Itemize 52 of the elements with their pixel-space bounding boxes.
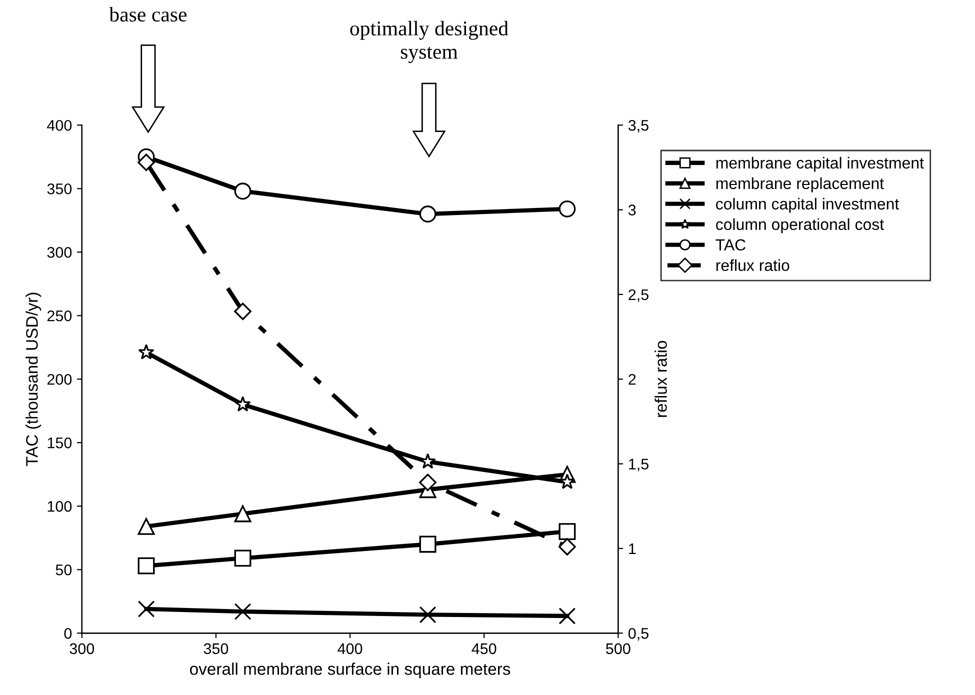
point xyxy=(234,396,251,412)
legend-label: membrane replacement xyxy=(716,177,884,192)
point xyxy=(138,344,154,360)
legend-label: membrane capital investment xyxy=(716,156,924,172)
y-tick-label: 0 xyxy=(64,628,72,639)
point xyxy=(558,608,576,624)
y-tick-label: 50 xyxy=(56,564,72,576)
y-tick-label: 150 xyxy=(48,437,72,448)
point xyxy=(138,518,155,535)
y-tick-label: 250 xyxy=(47,310,72,322)
y-tick-label: 300 xyxy=(47,246,72,258)
legend-label: TAC xyxy=(716,239,746,251)
y-tick-label: 100 xyxy=(48,501,72,512)
point xyxy=(234,302,252,320)
point xyxy=(419,536,436,553)
x-tick-label: 450 xyxy=(472,643,496,654)
legend-label: reflux ratio xyxy=(716,259,790,272)
y2-tick-label: 2,5 xyxy=(628,289,648,302)
x-tick-label: 300 xyxy=(70,643,94,654)
point xyxy=(558,538,576,556)
y2-tick-label: 3 xyxy=(628,204,636,216)
y-tick-label: 400 xyxy=(47,120,72,131)
point xyxy=(138,600,155,618)
point xyxy=(558,523,576,540)
x-tick-label: 350 xyxy=(204,643,228,654)
y2-tick-label: 3,5 xyxy=(628,120,648,133)
point xyxy=(419,474,436,492)
x-axis-title: overall membrane surface in square meters xyxy=(190,662,510,678)
y2-tick-label: 0,5 xyxy=(628,628,648,641)
point xyxy=(419,606,436,624)
point xyxy=(558,200,576,218)
point xyxy=(138,557,155,574)
point xyxy=(419,206,436,222)
legend-label: column operational cost xyxy=(716,218,884,234)
point xyxy=(234,505,252,522)
x-tick-label: 500 xyxy=(606,643,630,654)
text: base case xyxy=(109,6,187,22)
y2-tick-label: 1,5 xyxy=(629,458,648,472)
text: optimally designed system xyxy=(350,20,508,64)
y-tick-label: 350 xyxy=(47,183,72,194)
point xyxy=(234,182,252,200)
point xyxy=(234,550,252,567)
legend-label: column capital investment xyxy=(716,198,900,213)
y2-tick-label: 1 xyxy=(629,543,636,554)
y2-tick-label: 2 xyxy=(628,374,636,385)
y-axis-title: TAC (thousand USD/yr) xyxy=(26,292,42,466)
y2-axis-title: reflux ratio xyxy=(654,340,667,417)
point xyxy=(138,154,155,172)
point xyxy=(234,603,252,620)
y-tick-label: 200 xyxy=(47,374,72,385)
point xyxy=(559,474,576,490)
x-tick-label: 400 xyxy=(338,643,362,654)
